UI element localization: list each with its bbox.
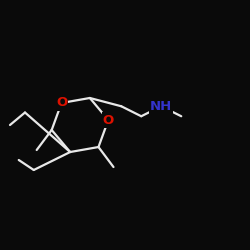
Text: NH: NH <box>150 100 172 113</box>
Text: O: O <box>103 114 114 126</box>
Text: O: O <box>56 96 67 110</box>
